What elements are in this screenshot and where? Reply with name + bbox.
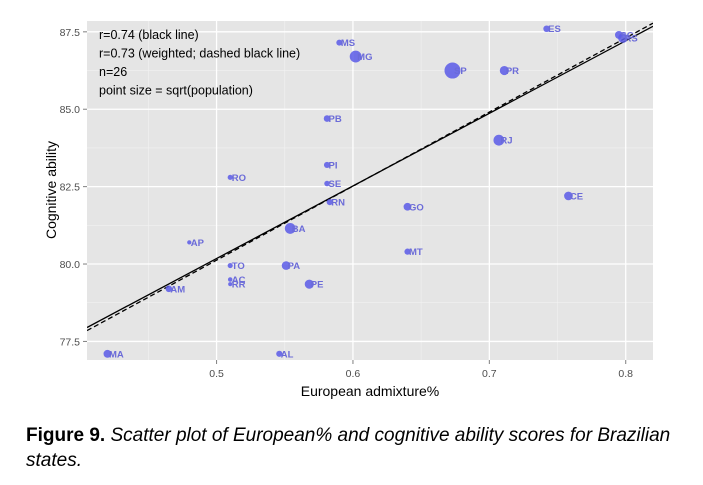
- point-label-ma: MA: [109, 349, 124, 360]
- data-point-go: [403, 202, 412, 211]
- data-point-ma: [103, 349, 112, 358]
- point-label-pi: PI: [329, 160, 338, 171]
- x-axis-ticks: 0.5 0.6 0.7 0.8: [209, 360, 633, 380]
- data-point-es: [543, 25, 550, 33]
- data-point-ro: [227, 174, 233, 180]
- point-label-ro: RO: [232, 173, 246, 184]
- figure-caption: Figure 9. Scatter plot of European% and …: [26, 424, 686, 473]
- data-point-pe: [304, 279, 314, 289]
- point-label-rn: RN: [331, 198, 345, 209]
- annotation-line: n=26: [99, 65, 127, 79]
- data-point-ap: [187, 240, 192, 245]
- grid-lines: [87, 21, 653, 360]
- data-point-pa: [281, 261, 291, 270]
- data-point-rr: [228, 282, 233, 287]
- caption-label: Figure 9.: [26, 425, 106, 446]
- point-label-ac: AC: [232, 275, 246, 286]
- caption-text: Scatter plot of European% and cognitive …: [26, 425, 671, 471]
- data-point-rj: [493, 134, 505, 146]
- point-label-es: ES: [548, 24, 561, 35]
- point-label-pa: PA: [288, 261, 301, 272]
- data-point-se: [324, 180, 330, 187]
- x-axis-title: European admixture%: [301, 383, 440, 399]
- y-tick-label: 87.5: [60, 27, 81, 39]
- point-label-rj: RJ: [500, 136, 512, 147]
- data-point-to: [227, 263, 233, 269]
- point-label-pr: PR: [506, 66, 519, 77]
- point-label-al: AL: [281, 349, 294, 360]
- data-point-ac: [227, 277, 233, 282]
- data-point-mt: [404, 248, 411, 255]
- data-point-mg: [349, 50, 362, 63]
- point-label-rr: RR: [232, 280, 246, 291]
- data-point-ms: [336, 39, 343, 46]
- x-tick-label: 0.8: [618, 368, 633, 380]
- x-tick-label: 0.6: [346, 368, 361, 380]
- y-tick-label: 77.5: [60, 336, 81, 348]
- point-label-go: GO: [409, 202, 424, 213]
- annotation-block: r=0.74 (black line) r=0.73 (weighted; das…: [99, 28, 300, 98]
- data-point-ce: [564, 191, 573, 201]
- data-point-pr: [499, 65, 509, 76]
- point-label-am: AM: [170, 284, 185, 295]
- data-point-rn: [326, 199, 333, 206]
- y-tick-label: 80.0: [60, 259, 81, 271]
- data-point-am: [165, 285, 173, 293]
- y-tick-label: 82.5: [60, 182, 81, 194]
- point-label-mt: MT: [409, 247, 423, 258]
- x-tick-label: 0.7: [482, 368, 497, 380]
- y-axis-title: Cognitive ability: [43, 141, 59, 239]
- plot-panel: [87, 21, 653, 360]
- point-label-se: SE: [329, 179, 342, 190]
- y-tick-label: 85.0: [60, 104, 81, 116]
- point-label-ms: MS: [341, 38, 355, 49]
- annotation-line: r=0.74 (black line): [99, 28, 199, 42]
- annotation-line: r=0.73 (weighted; dashed black line): [99, 47, 300, 61]
- data-point-al: [276, 350, 283, 357]
- data-point-pb: [323, 115, 331, 122]
- point-label-mg: MG: [357, 52, 372, 63]
- annotation-line: point size = sqrt(population): [99, 84, 253, 98]
- data-point-sc: [614, 31, 623, 39]
- x-tick-label: 0.5: [209, 368, 224, 380]
- point-label-sp: SP: [454, 66, 467, 77]
- data-point-pi: [323, 161, 331, 169]
- data-point-sp: [444, 62, 461, 79]
- y-axis-ticks: 77.5 80.0 82.5 85.0 87.5: [60, 27, 87, 348]
- point-label-rs: RS: [624, 34, 637, 45]
- regression-lines: [87, 22, 653, 332]
- point-label-ce: CE: [570, 191, 583, 202]
- point-label-sc: SC: [620, 30, 633, 41]
- point-label-pe: PE: [311, 280, 324, 291]
- point-label-pb: PB: [329, 114, 342, 125]
- point-label-ba: BA: [292, 224, 306, 235]
- data-point-ba: [284, 223, 296, 234]
- data-points: [103, 25, 628, 358]
- point-label-to: TO: [232, 261, 245, 272]
- point-label-ap: AP: [191, 238, 205, 249]
- regression-line-weighted: [87, 22, 653, 332]
